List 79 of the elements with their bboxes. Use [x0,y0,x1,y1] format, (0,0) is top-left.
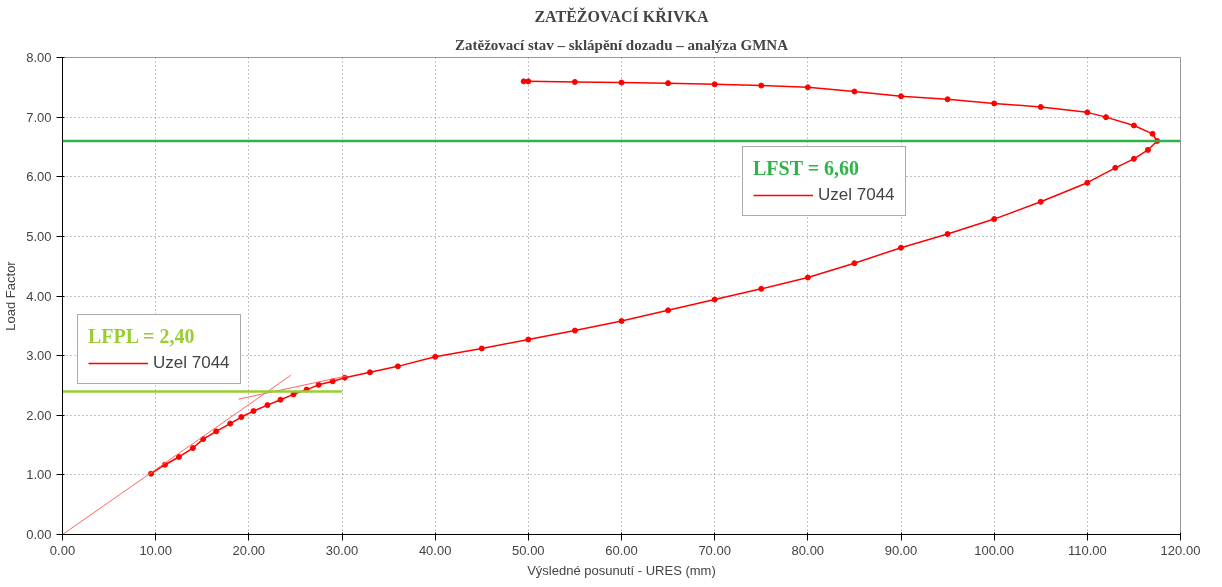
y-tick-label: 5.00 [26,228,52,244]
point [1084,179,1091,186]
y-tick-label: 4.00 [26,288,52,304]
point [1112,164,1119,171]
point [991,216,998,223]
point [1144,146,1151,153]
point [665,80,672,87]
x-tick-label: 0.00 [49,542,76,558]
x-tick-label: 50.00 [512,542,545,558]
y-tick-label: 1.00 [26,467,52,483]
point [665,307,672,314]
point [944,230,951,237]
point [711,296,718,303]
text: Uzel 7044 [153,353,230,372]
legend-label: Uzel 7044 [818,185,895,205]
point [277,396,284,403]
y-tick-label: 8.00 [26,50,52,65]
y-tick-label: 3.00 [26,348,52,364]
point [898,244,904,251]
x-tick-label: 60.00 [605,542,638,558]
point [991,100,998,107]
point [200,436,207,443]
point [1102,114,1109,121]
point [264,402,271,409]
point [944,96,951,103]
point [213,428,220,435]
point [1130,155,1137,162]
point [394,363,401,370]
point [432,353,439,360]
y-axis-title: Load Factor [3,260,19,331]
point [525,78,532,85]
y-tick-label: 7.00 [26,109,52,125]
point [1084,109,1091,116]
point [315,381,322,388]
y-tick-label: 0.00 [26,527,52,542]
point [1037,103,1044,110]
point [189,445,196,452]
x-tick-label: 100.00 [974,542,1015,558]
point [478,345,485,352]
x-tick-label: 70.00 [698,542,731,558]
x-tick-label: 40.00 [418,542,452,558]
x-tick-label: 30.00 [325,542,359,558]
point [804,274,811,281]
point [804,84,811,91]
y-tick-label: 2.00 [26,407,52,423]
x-tick-label: 80.00 [791,542,825,558]
text: LFPL = 2,40 [88,325,196,348]
point [290,391,297,398]
point [758,285,765,292]
point [711,81,718,88]
point [1130,122,1137,129]
point [520,78,527,85]
point [571,78,578,85]
point [1037,198,1044,205]
point [366,369,373,376]
point [618,79,625,86]
point [175,453,182,460]
x-tick-label: 120.00 [1160,542,1201,558]
point [250,408,257,415]
point [758,82,765,89]
point [1149,130,1156,137]
x-tick-label: 10.00 [139,542,172,558]
x-tick-label: 20.00 [232,542,266,558]
chart-title: ZATĚŽOVACÍ KŘIVKA [534,6,709,25]
ref-line-label: LFST = 6,60 [753,157,861,180]
y-tick-label: 6.00 [26,169,52,185]
point [571,327,578,334]
point [238,414,245,421]
point [851,88,858,95]
x-tick-label: 90.00 [884,542,918,558]
point [618,318,625,325]
point [329,378,336,385]
point [898,93,904,100]
point [525,336,532,343]
point [851,260,858,267]
x-tick-label: 110.00 [1067,542,1107,558]
point [227,420,234,427]
chart-subtitle: Zatěžovací stav – sklápění dozadu – analýza GMNA [455,36,789,53]
x-axis-title: Výsledné posunutí - URES (mm) [527,562,716,578]
